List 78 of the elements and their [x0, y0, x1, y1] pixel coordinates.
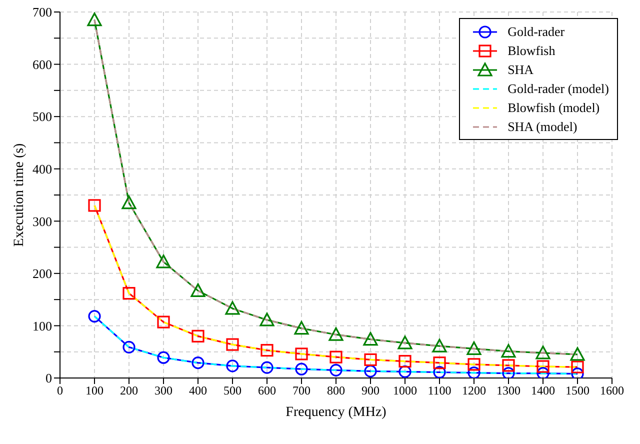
y-tick-label: 400 [32, 161, 52, 176]
y-tick-label: 700 [32, 4, 52, 20]
x-tick-label: 400 [189, 384, 207, 398]
x-tick-label: 1400 [531, 384, 555, 398]
point [260, 344, 274, 357]
point [328, 327, 344, 341]
point [260, 361, 274, 374]
point [156, 254, 171, 268]
y-tick-label: 300 [32, 214, 52, 229]
point [330, 364, 342, 376]
point [87, 12, 102, 26]
legend-label: SHA [508, 62, 534, 78]
point [192, 356, 204, 370]
point [364, 353, 377, 366]
point [398, 365, 412, 378]
y-tick-label: 100 [32, 318, 52, 334]
point [502, 359, 515, 372]
x-tick-label: 200 [120, 384, 138, 398]
legend-label: Blowfish [508, 42, 556, 58]
point [570, 347, 585, 361]
point [364, 364, 377, 378]
point [468, 358, 480, 371]
point [88, 199, 101, 212]
x-tick-label: 900 [362, 384, 380, 398]
x-tick-label: 0 [57, 384, 63, 398]
point [398, 336, 412, 350]
point [226, 338, 239, 351]
y-tick-label: 0 [46, 370, 52, 386]
point [190, 283, 206, 297]
point [260, 312, 274, 326]
point [433, 356, 446, 370]
point [432, 338, 447, 352]
point [398, 354, 412, 368]
legend-label: Gold-rader (model) [508, 80, 609, 96]
point [433, 366, 446, 378]
point [571, 368, 584, 378]
x-tick-label: 500 [224, 384, 242, 398]
point [536, 366, 550, 378]
x-tick-label: 1000 [393, 384, 417, 398]
point [88, 310, 101, 323]
point [501, 344, 516, 358]
point [294, 321, 309, 335]
y-tick-label: 500 [32, 109, 52, 124]
point [502, 366, 515, 378]
point [363, 332, 378, 346]
y-axis-title: Execution time (s) [12, 142, 27, 247]
x-tick-label: 1100 [428, 384, 452, 398]
legend-label: Blowfish (model) [508, 100, 600, 116]
point [571, 360, 584, 374]
point [536, 360, 550, 373]
x-tick-label: 1300 [496, 384, 520, 398]
x-tick-label: 300 [154, 384, 172, 398]
x-tick-label: 600 [258, 384, 276, 398]
x-tick-label: 800 [327, 384, 345, 398]
y-tick-label: 200 [32, 266, 52, 282]
x-tick-label: 1600 [600, 384, 624, 398]
legend-label: SHA (model) [508, 118, 578, 134]
point [536, 346, 550, 360]
x-tick-label: 1500 [566, 384, 590, 398]
point [295, 362, 308, 376]
point [468, 366, 480, 378]
point [295, 348, 308, 360]
point [330, 350, 342, 364]
x-tick-label: 100 [86, 384, 104, 398]
point [122, 286, 136, 300]
x-axis-title: Frequency (MHz) [286, 405, 387, 420]
legend-label: Gold-rader [508, 24, 565, 40]
point [225, 301, 240, 315]
point [122, 340, 136, 354]
point [122, 196, 136, 210]
point [192, 330, 204, 342]
point [157, 351, 170, 364]
x-tick-label: 700 [292, 384, 310, 398]
point [157, 316, 170, 328]
x-tick-label: 1200 [462, 384, 486, 398]
y-tick-label: 600 [32, 56, 52, 72]
point [466, 341, 482, 356]
point [226, 360, 239, 372]
